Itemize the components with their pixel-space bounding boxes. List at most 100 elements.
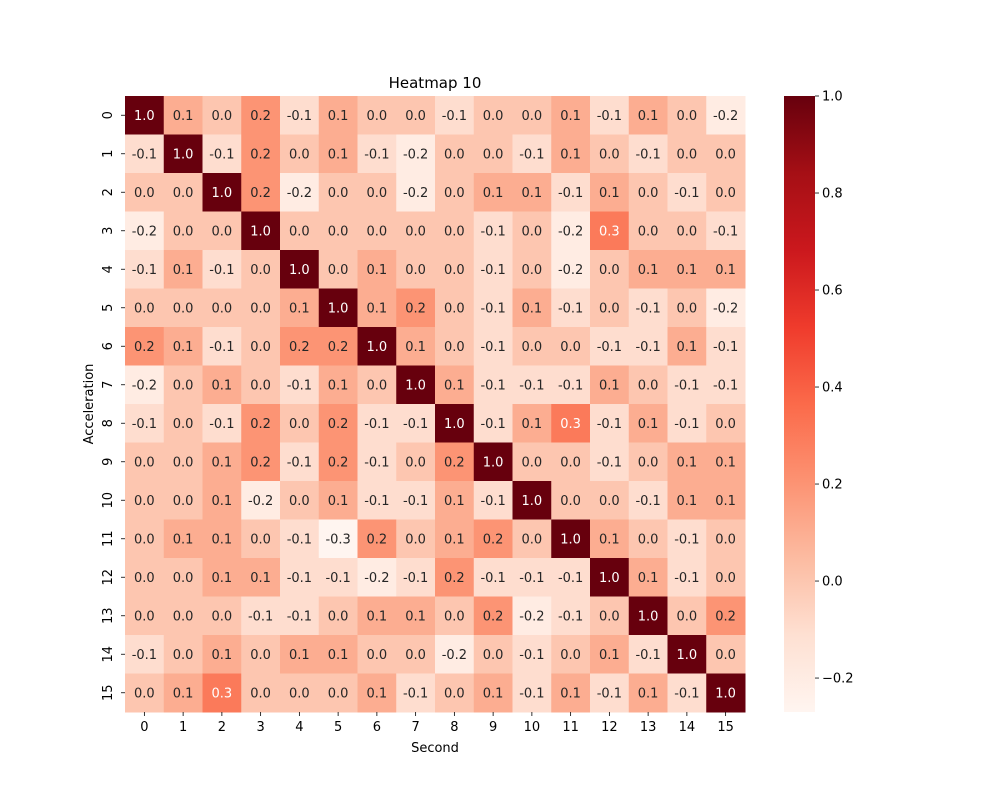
heatmap-cell <box>202 558 242 597</box>
cell-value-label: 0.0 <box>289 224 310 239</box>
heatmap-cell <box>435 365 475 405</box>
heatmap-cell <box>628 404 668 443</box>
heatmap-cell <box>628 327 668 366</box>
cell-value-label: -0.2 <box>558 263 583 278</box>
cell-value-label: -0.1 <box>480 301 505 316</box>
heatmap-cell <box>628 134 668 174</box>
heatmap-cell <box>473 327 513 366</box>
cell-value-label: 0.1 <box>522 417 543 432</box>
heatmap-cell <box>280 327 320 366</box>
y-tick-label: 5 <box>101 304 116 312</box>
heatmap-cell <box>125 288 165 328</box>
cell-value-label: -0.1 <box>558 378 583 393</box>
cell-value-label: -0.1 <box>635 147 660 162</box>
cell-value-label: 0.1 <box>638 109 659 124</box>
cell-value-label: 0.0 <box>599 609 620 624</box>
heatmap-cell <box>590 250 630 289</box>
heatmap-cell <box>357 365 397 405</box>
cell-value-label: 0.0 <box>134 609 155 624</box>
x-tick-label: 12 <box>601 720 618 735</box>
heatmap-cell <box>163 134 203 174</box>
cell-value-label: 1.0 <box>677 648 698 663</box>
cell-value-label: 0.0 <box>134 186 155 201</box>
cell-value-label: 0.1 <box>328 109 349 124</box>
cell-value-label: 0.2 <box>250 147 271 162</box>
heatmap-cell <box>202 596 242 636</box>
heatmap-cell <box>163 481 203 520</box>
heatmap-cell <box>590 442 630 482</box>
heatmap-cell <box>125 327 165 366</box>
cell-value-label: 0.0 <box>173 494 194 509</box>
heatmap-cell <box>473 673 513 713</box>
cell-value-label: 0.1 <box>367 609 388 624</box>
heatmap-cell <box>706 558 746 597</box>
cell-value-label: 0.1 <box>289 301 310 316</box>
cell-value-label: 0.1 <box>444 494 465 509</box>
cell-value-label: -0.2 <box>558 224 583 239</box>
cell-value-label: 0.1 <box>328 494 349 509</box>
cell-value-label: 0.0 <box>715 571 736 586</box>
heatmap-cell <box>435 596 475 636</box>
heatmap-cell <box>512 673 552 713</box>
heatmap-cell <box>318 404 358 443</box>
heatmap-cell <box>706 96 746 135</box>
cell-value-label: -0.1 <box>713 378 738 393</box>
heatmap-cell <box>435 134 475 174</box>
cell-value-label: 0.1 <box>715 494 736 509</box>
cell-value-label: 0.1 <box>250 571 271 586</box>
y-tick-label: 11 <box>101 530 116 547</box>
cell-value-label: 1.0 <box>134 109 155 124</box>
heatmap-cell <box>357 134 397 174</box>
heatmap-cell <box>396 96 436 135</box>
x-tick-label: 1 <box>179 720 187 735</box>
cell-value-label: -0.2 <box>519 609 544 624</box>
cell-value-label: 0.0 <box>367 648 388 663</box>
heatmap-cell <box>628 96 668 135</box>
cell-value-label: -0.1 <box>364 147 389 162</box>
y-tick-label: 2 <box>101 188 116 196</box>
cell-value-label: -0.1 <box>209 147 234 162</box>
heatmap-cell <box>163 96 203 135</box>
cell-value-label: 0.0 <box>250 378 271 393</box>
cell-value-label: 0.1 <box>638 417 659 432</box>
heatmap-cell <box>357 173 397 212</box>
cell-value-label: 0.1 <box>173 109 194 124</box>
cell-value-label: 0.1 <box>677 455 698 470</box>
heatmap-cell <box>590 365 630 405</box>
cell-value-label: 0.2 <box>328 455 349 470</box>
y-tick-label: 12 <box>101 569 116 586</box>
y-tick-label: 1 <box>101 150 116 158</box>
cell-value-label: 0.2 <box>444 571 465 586</box>
heatmap-cell <box>202 134 242 174</box>
heatmap-cell <box>706 173 746 212</box>
cell-value-label: 0.1 <box>328 147 349 162</box>
heatmap-cell <box>318 673 358 713</box>
cell-value-label: 0.0 <box>250 340 271 355</box>
cell-value-label: -0.1 <box>248 609 273 624</box>
heatmap-cell <box>551 673 591 713</box>
y-axis-label: Acceleration <box>82 364 97 445</box>
heatmap-cell <box>551 250 591 289</box>
cell-value-label: 0.1 <box>444 532 465 547</box>
heatmap-cell <box>125 442 165 482</box>
cell-value-label: 0.0 <box>289 494 310 509</box>
cell-value-label: 0.0 <box>560 455 581 470</box>
cell-value-label: 0.1 <box>173 340 194 355</box>
cell-value-label: 0.3 <box>560 417 581 432</box>
y-tick-label: 0 <box>101 111 116 119</box>
x-tick-label: 2 <box>218 720 226 735</box>
heatmap-cell <box>473 211 513 251</box>
heatmap-cell <box>202 442 242 482</box>
cell-value-label: 0.0 <box>444 186 465 201</box>
x-axis-label: Second <box>411 741 459 756</box>
cell-value-label: -0.1 <box>674 417 699 432</box>
cell-value-label: 0.3 <box>212 686 233 701</box>
cell-value-label: 0.0 <box>522 340 543 355</box>
heatmap-cell <box>551 635 591 674</box>
cell-value-label: 0.0 <box>173 224 194 239</box>
heatmap-cell <box>628 211 668 251</box>
cell-value-label: 0.0 <box>367 109 388 124</box>
cell-value-label: 0.0 <box>444 686 465 701</box>
cell-value-label: -0.2 <box>713 301 738 316</box>
